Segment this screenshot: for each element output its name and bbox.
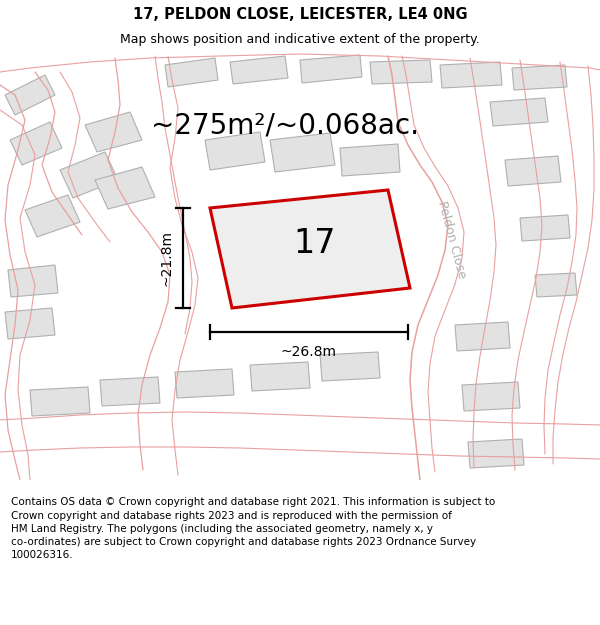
Polygon shape — [25, 195, 80, 237]
Polygon shape — [10, 122, 62, 165]
Polygon shape — [535, 273, 577, 297]
Polygon shape — [455, 322, 510, 351]
Polygon shape — [100, 377, 160, 406]
Text: 17, PELDON CLOSE, LEICESTER, LE4 0NG: 17, PELDON CLOSE, LEICESTER, LE4 0NG — [133, 6, 467, 21]
Polygon shape — [505, 156, 561, 186]
Polygon shape — [5, 308, 55, 339]
Text: 17: 17 — [294, 227, 336, 260]
Polygon shape — [95, 167, 155, 209]
Polygon shape — [30, 387, 90, 416]
Polygon shape — [490, 98, 548, 126]
Text: ~26.8m: ~26.8m — [281, 345, 337, 359]
Polygon shape — [175, 369, 234, 398]
Polygon shape — [320, 352, 380, 381]
Polygon shape — [300, 55, 362, 83]
Polygon shape — [440, 62, 502, 88]
Text: ~275m²/~0.068ac.: ~275m²/~0.068ac. — [151, 111, 419, 139]
Polygon shape — [512, 65, 567, 90]
Text: Contains OS data © Crown copyright and database right 2021. This information is : Contains OS data © Crown copyright and d… — [11, 498, 495, 560]
Polygon shape — [250, 362, 310, 391]
Polygon shape — [205, 132, 265, 170]
Polygon shape — [210, 190, 410, 308]
Text: ~21.8m: ~21.8m — [160, 230, 174, 286]
Polygon shape — [520, 215, 570, 241]
Polygon shape — [468, 439, 524, 468]
Polygon shape — [5, 75, 55, 115]
Polygon shape — [8, 265, 58, 297]
Text: Map shows position and indicative extent of the property.: Map shows position and indicative extent… — [120, 32, 480, 46]
Polygon shape — [340, 144, 400, 176]
Text: Peldon Close: Peldon Close — [436, 200, 469, 280]
Polygon shape — [462, 382, 520, 411]
Polygon shape — [270, 133, 335, 172]
Polygon shape — [370, 60, 432, 84]
Polygon shape — [85, 112, 142, 152]
Polygon shape — [60, 152, 118, 198]
Polygon shape — [230, 56, 288, 84]
Polygon shape — [165, 58, 218, 87]
